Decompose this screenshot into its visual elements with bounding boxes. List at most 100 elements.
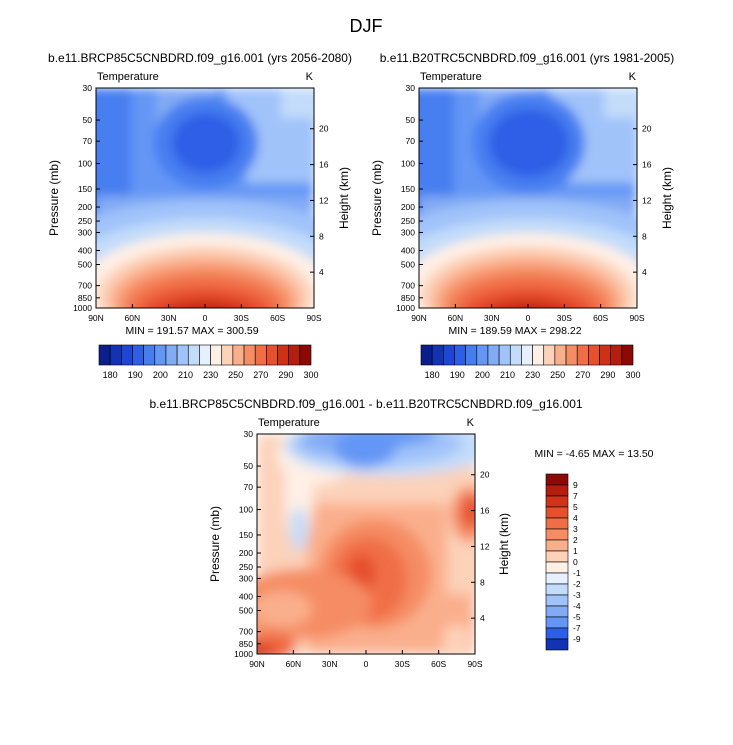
x-tick-label: 60N (286, 659, 302, 669)
y-axis-label: Pressure (mb) (47, 160, 61, 236)
colorbar-box (487, 344, 500, 366)
y-tick-label: 150 (239, 530, 253, 540)
colorbar-box (232, 344, 245, 366)
colorbar-box (288, 344, 301, 366)
y-tick-label: 200 (78, 202, 92, 212)
x-tick-label: 0 (364, 659, 369, 669)
colorbar-box (154, 344, 167, 366)
colorbar-box (266, 344, 278, 366)
y-tick-label: 400 (401, 246, 415, 256)
colorbar-box (176, 344, 189, 366)
y-tick-label: 850 (239, 639, 253, 649)
colorbar-label: -2 (573, 579, 581, 589)
colorbar-box (187, 344, 200, 366)
y-right-tick-label: 4 (642, 267, 647, 277)
colorbar-box (545, 495, 569, 508)
y-tick-label: 300 (78, 227, 92, 237)
colorbar-label: 2 (573, 535, 578, 545)
y-tick-label: 30 (83, 83, 93, 93)
colorbar-box (165, 344, 178, 366)
y-right-axis-label: Height (km) (497, 513, 511, 575)
panel-units-label: K (467, 417, 475, 429)
colorbar-label: 180 (103, 370, 118, 380)
panel-rcp85: b.e11.BRCP85C5CNBDRD.f09_g16.001 (yrs 20… (47, 51, 352, 337)
colorbar-box (465, 344, 478, 366)
y-tick-label: 400 (239, 592, 253, 602)
y-tick-label: 100 (401, 159, 415, 169)
colorbar-label: 9 (573, 480, 578, 490)
panel-title: b.e11.BRCP85C5CNBDRD.f09_g16.001 - b.e11… (149, 397, 582, 411)
y-right-tick-label: 12 (642, 195, 652, 205)
y-tick-label: 1000 (234, 649, 253, 659)
y-tick-label: 30 (406, 83, 416, 93)
colorbar-box (545, 484, 569, 497)
colorbar-box (98, 344, 111, 366)
x-tick-label: 60S (593, 313, 608, 323)
colorbar-box (588, 344, 600, 366)
y-tick-label: 100 (78, 159, 92, 169)
colorbar-box (454, 344, 466, 366)
colorbar-box (521, 344, 533, 366)
colorbar-box (532, 344, 545, 366)
colorbar-absolute-left: 180 190 200 210 230 250 270 290 300 (98, 344, 319, 380)
y-right-tick-label: 4 (480, 613, 485, 623)
colorbar-box (509, 344, 522, 366)
colorbar-box (420, 344, 433, 366)
y-right-axis-label: Height (km) (337, 167, 351, 229)
colorbar-label: -9 (573, 634, 581, 644)
colorbar-label: 1 (573, 546, 578, 556)
panel-variable-label: Temperature (97, 71, 159, 83)
colorbar-box (277, 344, 289, 366)
y-right-tick-label: 8 (480, 577, 485, 587)
x-tick-label: 90S (629, 313, 644, 323)
y-tick-label: 1000 (396, 303, 415, 313)
contour-field (419, 88, 637, 308)
y-tick-label: 200 (401, 202, 415, 212)
panel-difference: b.e11.BRCP85C5CNBDRD.f09_g16.001 - b.e11… (149, 397, 653, 669)
colorbar-box (545, 638, 569, 651)
y-tick-label: 250 (239, 562, 253, 572)
colorbar-box (299, 344, 312, 366)
x-tick-label: 30N (161, 313, 177, 323)
colorbar-label: 0 (573, 557, 578, 567)
y-tick-label: 400 (78, 246, 92, 256)
x-tick-label: 90N (88, 313, 104, 323)
panel-variable-label: Temperature (420, 71, 482, 83)
colorbar-label: 290 (278, 370, 293, 380)
colorbar-label: 200 (153, 370, 168, 380)
x-tick-label: 30S (234, 313, 249, 323)
y-tick-label: 500 (78, 260, 92, 270)
colorbar-label: 300 (625, 370, 640, 380)
y-tick-label: 100 (239, 505, 253, 515)
colorbar-label: 210 (500, 370, 515, 380)
y-right-tick-label: 16 (480, 506, 490, 516)
colorbar-box (498, 344, 511, 366)
y-tick-label: 30 (244, 429, 254, 439)
colorbar-label: 5 (573, 502, 578, 512)
y-tick-label: 150 (401, 184, 415, 194)
colorbar-label: 300 (303, 370, 318, 380)
colorbar-label: 190 (450, 370, 465, 380)
y-right-tick-label: 8 (642, 231, 647, 241)
colorbar-label: 7 (573, 491, 578, 501)
colorbar-box (545, 506, 569, 519)
colorbar-absolute-right: 180 190 200 210 230 250 270 290 300 (420, 344, 641, 380)
y-tick-label: 500 (401, 260, 415, 270)
y-tick-label: 50 (244, 461, 254, 471)
y-tick-label: 50 (406, 115, 416, 125)
colorbar-label: 250 (550, 370, 565, 380)
colorbar-box (599, 344, 611, 366)
x-tick-label: 60N (125, 313, 141, 323)
y-tick-label: 50 (83, 115, 93, 125)
min-max-stats: MIN = -4.65 MAX = 13.50 (534, 448, 653, 460)
colorbar-box (545, 594, 569, 607)
colorbar-box (545, 627, 569, 640)
y-right-tick-label: 16 (319, 160, 329, 170)
colorbar-box (576, 344, 589, 366)
x-tick-label: 30N (484, 313, 500, 323)
colorbar-label: 210 (178, 370, 193, 380)
y-tick-label: 150 (78, 184, 92, 194)
